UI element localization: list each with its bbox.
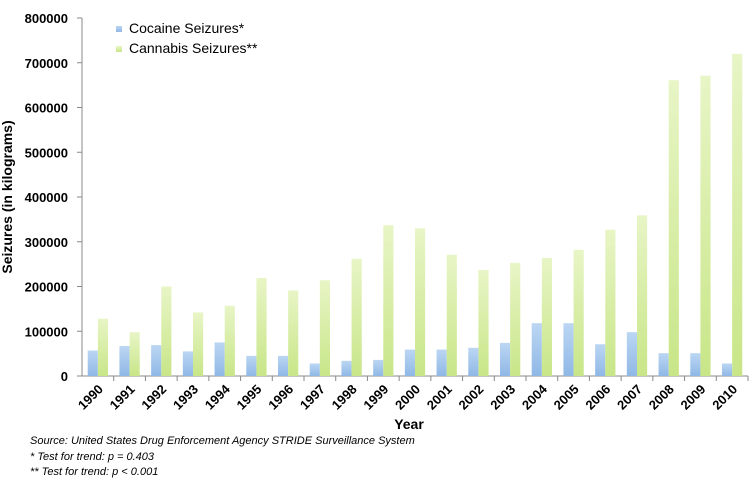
bar-cocaine: [404, 349, 415, 376]
x-tick-label: 2010: [709, 382, 740, 413]
bar-cannabis: [478, 269, 489, 376]
x-tick-label: 2004: [519, 381, 551, 413]
bar-cocaine: [246, 355, 257, 376]
bar-cannabis: [383, 225, 394, 376]
bar-cocaine: [468, 347, 479, 376]
bar-cocaine: [309, 363, 320, 376]
y-tick-label: 0: [61, 369, 68, 384]
bar-cannabis: [193, 312, 204, 376]
bar-cocaine: [721, 363, 733, 376]
bar-cocaine: [341, 360, 352, 376]
y-tick-label: 100000: [25, 324, 68, 339]
bar-cocaine: [436, 349, 447, 376]
x-axis-title: Year: [394, 416, 424, 432]
x-tick-label: 1993: [170, 382, 201, 413]
trend-test-note-cocaine: * Test for trend: p = 0.403: [30, 450, 155, 463]
x-tick-label: 1992: [138, 382, 169, 413]
bar-cannabis: [415, 228, 426, 376]
bar-cannabis: [510, 262, 521, 376]
bar-cocaine: [373, 359, 384, 376]
x-tick-label: 1996: [265, 382, 296, 413]
x-tick-label: 2002: [455, 382, 486, 413]
bar-cocaine: [87, 350, 98, 376]
y-tick-label: 300000: [25, 235, 68, 250]
bar-cocaine: [690, 353, 701, 376]
legend-label: Cocaine Seizures*: [129, 20, 245, 36]
bar-cannabis: [161, 286, 172, 376]
x-tick-label: 1994: [202, 381, 234, 413]
bar-cannabis: [351, 258, 362, 376]
bar-cannabis: [224, 305, 235, 376]
legend-label: Cannabis Seizures**: [129, 40, 258, 56]
y-tick-label: 700000: [25, 56, 68, 71]
x-tick-label: 2006: [582, 382, 613, 413]
bar-cannabis: [700, 75, 711, 376]
x-tick-label: 2005: [551, 382, 582, 413]
bar-cocaine: [563, 323, 574, 376]
bar-cocaine: [119, 346, 130, 376]
y-tick-label: 500000: [25, 145, 68, 160]
bar-cocaine: [658, 353, 669, 376]
bar-cannabis: [319, 280, 331, 376]
bar-cannabis: [129, 332, 140, 376]
bar-cocaine: [151, 345, 162, 376]
source-note: Source: United States Drug Enforcement A…: [30, 435, 415, 447]
bar-cocaine: [182, 351, 193, 376]
x-tick-label: 1995: [233, 382, 264, 413]
bar-cannabis: [573, 249, 584, 376]
x-tick-label: 2008: [646, 382, 677, 413]
x-tick-label: 1999: [360, 382, 391, 413]
bar-cannabis: [288, 290, 299, 376]
x-tick-label: 1990: [75, 382, 106, 413]
chart-notes: Source: United States Drug Enforcement A…: [30, 434, 415, 481]
y-tick-label: 800000: [25, 11, 68, 26]
bar-cannabis: [605, 229, 616, 376]
bar-cocaine: [499, 342, 511, 376]
x-tick-label: 2007: [614, 382, 645, 413]
x-tick-label: 1998: [329, 382, 360, 413]
y-tick-label: 600000: [25, 101, 68, 116]
bar-cannabis: [446, 254, 457, 376]
bar-cannabis: [637, 215, 648, 376]
legend-swatch: [116, 26, 122, 32]
y-tick-label: 200000: [25, 280, 68, 295]
bar-cannabis: [97, 318, 109, 376]
x-tick-label: 2009: [677, 382, 708, 413]
x-tick-label: 2000: [392, 382, 423, 413]
bar-cannabis: [541, 257, 553, 376]
bar-cocaine: [531, 323, 542, 376]
y-axis-title: Seizures (in kilograms): [0, 120, 15, 273]
x-tick-label: 2001: [424, 382, 455, 413]
x-tick-label: 1997: [297, 382, 328, 413]
x-tick-label: 2003: [487, 382, 518, 413]
bar-cocaine: [214, 342, 225, 376]
x-tick-label: 1991: [107, 382, 138, 413]
trend-test-note-cannabis: ** Test for trend: p < 0.001: [30, 466, 159, 478]
bar-cocaine: [626, 332, 637, 376]
bar-cannabis: [668, 80, 679, 376]
bar-cannabis: [732, 53, 743, 377]
bar-cocaine: [595, 344, 606, 376]
y-tick-label: 400000: [25, 190, 68, 205]
bar-cannabis: [256, 277, 267, 376]
bar-cocaine: [277, 355, 289, 376]
legend-swatch: [116, 46, 122, 52]
